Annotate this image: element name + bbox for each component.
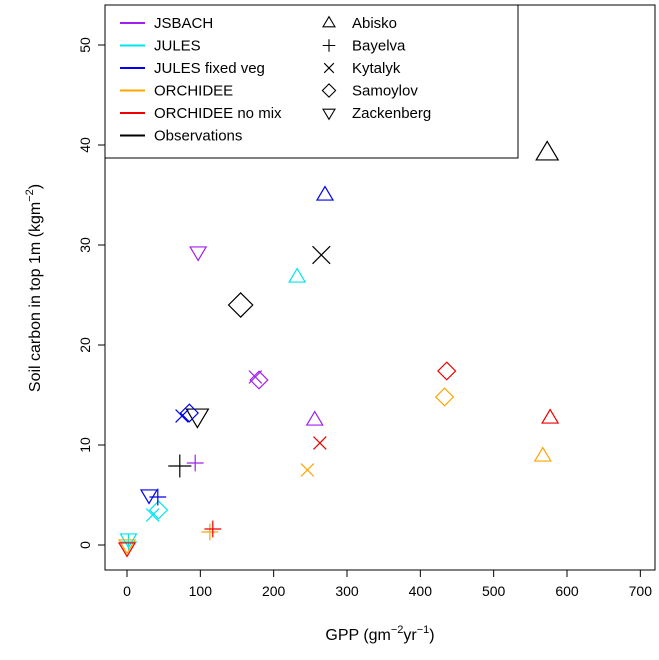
legend-models: JSBACH JULES JULES fixed veg ORCHIDEE ORCHID… bbox=[120, 15, 282, 145]
data-point-samoylov bbox=[148, 500, 169, 520]
x-tick-label: 0 bbox=[123, 583, 131, 599]
y-tick-label: 40 bbox=[77, 137, 93, 153]
data-point-bayelva bbox=[186, 454, 204, 472]
data-point-abisko bbox=[535, 140, 560, 161]
data-point-abisko bbox=[288, 267, 307, 283]
legend-label: Samoylov bbox=[352, 83, 418, 100]
x-tick-label: 700 bbox=[629, 583, 653, 599]
data-point-samoylov bbox=[434, 387, 455, 407]
legend-marker-cross-icon bbox=[323, 62, 335, 74]
data-point-bayelva bbox=[168, 454, 192, 478]
x-tick-label: 200 bbox=[262, 583, 286, 599]
x-tick-label: 100 bbox=[189, 583, 213, 599]
y-axis-label: Soil carbon in top 1m (kgm−2) bbox=[24, 184, 44, 392]
y-tick-label: 50 bbox=[77, 37, 93, 53]
legend-label: Kytalyk bbox=[352, 60, 401, 77]
x-axis-label: GPP (gm−2yr−1) bbox=[325, 624, 434, 644]
data-point-samoylov bbox=[249, 370, 269, 390]
legend-box bbox=[104, 4, 519, 159]
data-point-samoylov bbox=[179, 403, 199, 423]
data-point-samoylov bbox=[227, 292, 254, 318]
legend-marker-plus-icon bbox=[322, 39, 336, 52]
data-point-zackenberg bbox=[117, 539, 137, 555]
data-point-kytalyk bbox=[145, 508, 160, 522]
legend-label: JSBACH bbox=[154, 15, 213, 32]
legend-label: Observations bbox=[154, 128, 242, 145]
legend-marker-triangle-down-icon bbox=[322, 108, 336, 121]
legend-label: ORCHIDEE bbox=[154, 83, 233, 100]
x-tick-label: 400 bbox=[409, 583, 433, 599]
legend-marker-triangle-up-icon bbox=[322, 15, 336, 28]
legend-label: ORCHIDEE no mix bbox=[154, 105, 282, 122]
x-tick-label: 600 bbox=[555, 583, 579, 599]
data-point-abisko bbox=[315, 185, 335, 201]
data-points bbox=[117, 140, 560, 558]
legend-sites: Abisko Bayelva Kytalyk Samoylov Zackenberg bbox=[321, 15, 431, 122]
x-tick-label: 500 bbox=[482, 583, 506, 599]
data-point-kytalyk bbox=[312, 245, 331, 265]
y-tick-label: 30 bbox=[77, 237, 93, 253]
data-point-bayelva bbox=[204, 520, 222, 538]
legend-label: JULES fixed veg bbox=[154, 60, 265, 77]
legend-label: Zackenberg bbox=[352, 105, 431, 122]
data-point-abisko bbox=[533, 446, 552, 462]
legend-label: JULES bbox=[154, 38, 201, 55]
legend-marker-diamond-icon bbox=[321, 83, 337, 98]
data-point-zackenberg bbox=[189, 246, 208, 262]
axis-ticks: 0 100 200 300 400 500 600 700 0 10 20 30 40 50 bbox=[77, 37, 652, 599]
y-tick-label: 10 bbox=[77, 437, 93, 453]
legend-label: Abisko bbox=[352, 15, 397, 32]
y-tick-label: 0 bbox=[77, 541, 93, 549]
y-tick-label: 20 bbox=[77, 337, 93, 353]
data-point-bayelva bbox=[201, 523, 219, 541]
data-point-bayelva bbox=[149, 488, 167, 506]
legend-label: Bayelva bbox=[352, 38, 406, 55]
data-point-kytalyk bbox=[300, 463, 315, 477]
data-point-abisko bbox=[541, 408, 560, 424]
data-point-abisko bbox=[305, 410, 324, 426]
data-point-kytalyk bbox=[175, 409, 189, 423]
legend: JSBACH JULES JULES fixed veg ORCHIDEE ORCHID… bbox=[104, 4, 519, 159]
data-point-kytalyk bbox=[313, 436, 327, 450]
data-point-zackenberg bbox=[117, 542, 137, 558]
x-tick-label: 300 bbox=[335, 583, 359, 599]
data-point-samoylov bbox=[437, 361, 457, 381]
data-point-zackenberg bbox=[185, 408, 210, 429]
